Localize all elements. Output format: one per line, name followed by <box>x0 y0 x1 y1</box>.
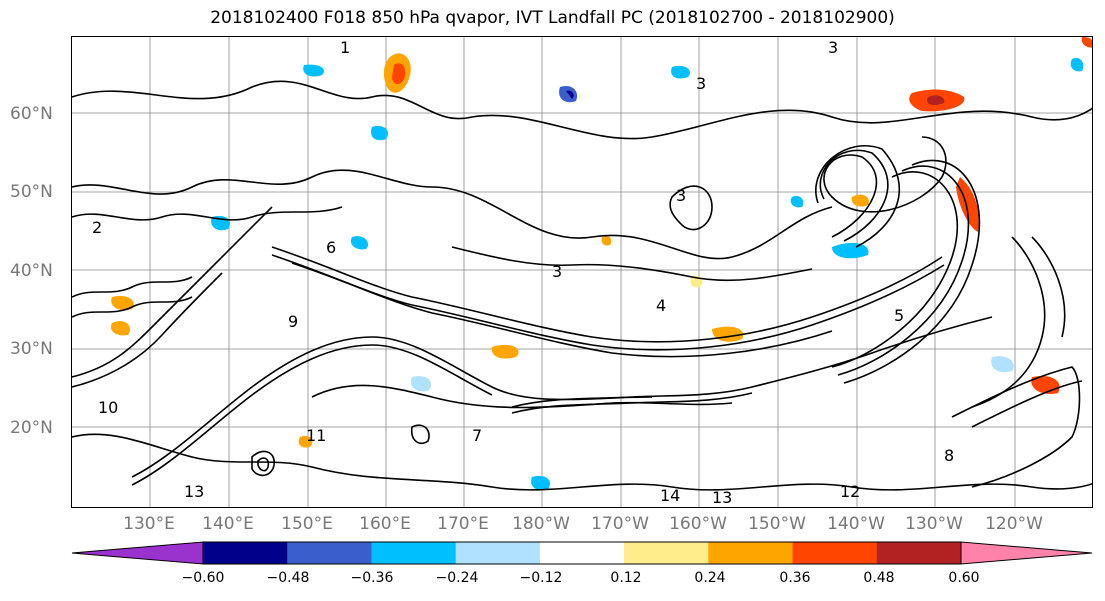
colorbar-tick-label: 0.12 <box>610 570 642 586</box>
lat-label-20n: 20°N <box>10 418 53 438</box>
qvapor-anomaly-fills <box>110 37 1092 491</box>
contour-label: 4 <box>656 296 666 315</box>
ivt-contours <box>72 80 1092 491</box>
colorbar-tick-label: −0.12 <box>519 570 563 586</box>
map-panel[interactable]: 1 2 3 3 3 3 6 9 10 11 12 13 13 14 4 5 8 … <box>71 36 1093 508</box>
colorbar-tick-label: −0.48 <box>266 570 310 586</box>
colorbar-tick-label: −0.60 <box>181 570 225 586</box>
contour-label: 6 <box>326 238 336 257</box>
colorbar-tick-label: 0.36 <box>779 570 811 586</box>
contour-label: 5 <box>894 306 904 325</box>
lon-label-150e: 150°E <box>281 514 333 534</box>
lat-label-50n: 50°N <box>10 182 53 202</box>
contour-label: 7 <box>472 426 482 445</box>
colorbar-tick-label: 0.24 <box>694 570 726 586</box>
lon-label-180w: 180°W <box>512 514 570 534</box>
contour-label: 13 <box>712 488 732 507</box>
colorbar-segment <box>876 542 962 564</box>
contour-label: 10 <box>98 398 118 417</box>
colorbar-segment <box>203 542 288 564</box>
lon-label-140w: 140°W <box>827 514 885 534</box>
lat-label-60n: 60°N <box>10 104 53 124</box>
lon-label-170w: 170°W <box>591 514 649 534</box>
colorbar-extend-low <box>71 541 204 565</box>
contour-label: 3 <box>828 38 838 57</box>
lon-label-160e: 160°E <box>359 514 411 534</box>
contour-label: 9 <box>288 312 298 331</box>
colorbar-segment <box>624 542 709 564</box>
contour-label: 1 <box>340 38 350 57</box>
contour-label: 14 <box>660 486 680 505</box>
map-title: 2018102400 F018 850 hPa qvapor, IVT Land… <box>210 8 895 28</box>
lat-label-30n: 30°N <box>10 339 53 359</box>
lon-label-170e: 170°E <box>437 514 489 534</box>
lon-label-130w: 130°W <box>905 514 963 534</box>
lon-label-140e: 140°E <box>202 514 254 534</box>
graticule <box>72 37 1092 507</box>
colorbar-segment <box>287 542 372 564</box>
colorbar-tick-label: −0.24 <box>435 570 479 586</box>
colorbar-segment <box>539 542 625 564</box>
contour-label: 12 <box>840 482 860 501</box>
lon-label-130e: 130°E <box>123 514 175 534</box>
colorbar <box>71 541 1093 565</box>
colorbar-segment <box>371 542 457 564</box>
colorbar-segment <box>792 542 878 564</box>
map-canvas: 1 2 3 3 3 3 6 9 10 11 12 13 13 14 4 5 8 … <box>72 37 1092 507</box>
colorbar-tick-label: 0.60 <box>948 570 980 586</box>
contour-label: 3 <box>552 262 562 281</box>
lon-label-120w: 120°W <box>985 514 1043 534</box>
colorbar-segment <box>708 542 794 564</box>
contour-label: 2 <box>92 218 102 237</box>
lat-label-40n: 40°N <box>10 261 53 281</box>
colorbar-segment <box>455 542 541 564</box>
lon-label-150w: 150°W <box>748 514 806 534</box>
contour-label: 13 <box>184 482 204 501</box>
contour-labels: 1 2 3 3 3 3 6 9 10 11 12 13 13 14 4 5 8 … <box>92 38 954 507</box>
contour-label: 3 <box>676 186 686 205</box>
colorbar-extend-high <box>960 541 1093 565</box>
colorbar-tick-label: −0.36 <box>350 570 394 586</box>
contour-label: 8 <box>944 446 954 465</box>
lon-label-160w: 160°W <box>669 514 727 534</box>
colorbar-tick-label: 0.48 <box>863 570 895 586</box>
contour-label: 11 <box>306 426 326 445</box>
contour-label: 3 <box>696 74 706 93</box>
